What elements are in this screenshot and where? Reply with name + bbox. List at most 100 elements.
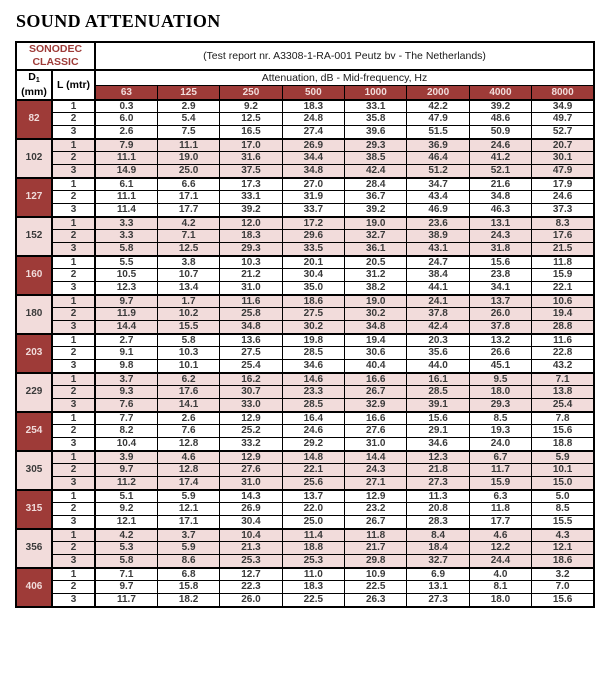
product-name: SONODEC CLASSIC bbox=[15, 41, 96, 71]
d1-column-header: D1 (mm) bbox=[15, 69, 53, 101]
attenuation-cell-63hz: 2.7 bbox=[94, 333, 158, 348]
attenuation-cell-1000hz: 24.3 bbox=[343, 463, 408, 478]
attenuation-cell-4000hz: 4.6 bbox=[468, 528, 533, 543]
attenuation-cell-1000hz: 35.8 bbox=[343, 112, 408, 127]
diameter-group-229: 229 1 3.7 6.2 16.2 14.6 16.6 16.1 9.5 7.1 2 9.3 17.6… bbox=[15, 372, 595, 413]
attenuation-cell-2000hz: 35.6 bbox=[406, 346, 470, 361]
length-value: 2 bbox=[51, 229, 96, 244]
length-value: 1 bbox=[51, 450, 96, 465]
length-value: 2 bbox=[51, 502, 96, 517]
attenuation-cell-250hz: 26.9 bbox=[219, 502, 283, 517]
length-value: 1 bbox=[51, 528, 96, 543]
attenuation-cell-500hz: 19.8 bbox=[281, 333, 346, 348]
attenuation-cell-4000hz: 46.3 bbox=[468, 203, 533, 218]
attenuation-cell-63hz: 11.2 bbox=[94, 476, 158, 491]
diameter-group-82: 82 1 0.3 2.9 9.2 18.3 33.1 42.2 39.2 34.9 2 6.0 5.4 1… bbox=[15, 99, 595, 140]
length-value: 1 bbox=[51, 372, 96, 387]
data-row: 315 1 5.1 5.9 14.3 13.7 12.9 11.3 6.3 5.0 bbox=[15, 489, 595, 530]
attenuation-cell-2000hz: 13.1 bbox=[406, 580, 470, 595]
attenuation-cell-8000hz: 8.5 bbox=[531, 502, 595, 517]
length-value: 3 bbox=[51, 398, 96, 413]
attenuation-cell-8000hz: 13.8 bbox=[531, 385, 595, 400]
attenuation-cell-4000hz: 23.8 bbox=[468, 268, 533, 283]
attenuation-cell-4000hz: 6.3 bbox=[468, 489, 533, 504]
attenuation-cell-125hz: 6.8 bbox=[156, 567, 221, 582]
attenuation-cell-2000hz: 38.9 bbox=[406, 229, 470, 244]
attenuation-cell-125hz: 6.2 bbox=[156, 372, 221, 387]
data-row: 3 11.4 17.7 39.2 33.7 39.2 46.9 46.3 37.3 bbox=[16, 203, 595, 218]
length-value: 1 bbox=[51, 99, 96, 114]
attenuation-cell-500hz: 33.7 bbox=[281, 203, 346, 218]
attenuation-cell-250hz: 10.4 bbox=[219, 528, 283, 543]
attenuation-cell-1000hz: 10.9 bbox=[343, 567, 408, 582]
attenuation-cell-8000hz: 17.9 bbox=[531, 177, 595, 192]
attenuation-cell-63hz: 11.1 bbox=[94, 151, 158, 166]
attenuation-cell-8000hz: 43.2 bbox=[531, 359, 595, 374]
attenuation-cell-63hz: 14.4 bbox=[94, 320, 158, 335]
length-value: 3 bbox=[51, 281, 96, 296]
attenuation-cell-500hz: 18.3 bbox=[281, 99, 346, 114]
attenuation-cell-63hz: 11.9 bbox=[94, 307, 158, 322]
attenuation-cell-125hz: 14.1 bbox=[156, 398, 221, 413]
attenuation-cell-4000hz: 24.3 bbox=[468, 229, 533, 244]
attenuation-cell-2000hz: 27.3 bbox=[406, 476, 470, 491]
attenuation-cell-500hz: 16.4 bbox=[281, 411, 346, 426]
attenuation-cell-63hz: 2.6 bbox=[94, 125, 158, 140]
length-value: 3 bbox=[51, 203, 96, 218]
attenuation-cell-1000hz: 26.7 bbox=[343, 515, 408, 530]
data-row: 3 5.8 12.5 29.3 33.5 36.1 43.1 31.8 21.5 bbox=[16, 242, 595, 257]
attenuation-cell-4000hz: 13.7 bbox=[468, 294, 533, 309]
attenuation-cell-500hz: 22.0 bbox=[281, 502, 346, 517]
attenuation-cell-500hz: 29.2 bbox=[281, 437, 346, 452]
data-row: 102 1 7.9 11.1 17.0 26.9 29.3 36.9 24.6 20.7 bbox=[15, 138, 595, 179]
attenuation-cell-63hz: 6.1 bbox=[94, 177, 158, 192]
attenuation-cell-8000hz: 10.6 bbox=[531, 294, 595, 309]
attenuation-cell-1000hz: 42.4 bbox=[343, 164, 408, 179]
attenuation-cell-1000hz: 40.4 bbox=[343, 359, 408, 374]
attenuation-cell-125hz: 12.8 bbox=[156, 463, 221, 478]
length-value: 2 bbox=[51, 424, 96, 439]
attenuation-cell-125hz: 18.2 bbox=[156, 593, 221, 608]
attenuation-cell-125hz: 8.6 bbox=[156, 554, 221, 569]
length-value: 2 bbox=[51, 580, 96, 595]
attenuation-cell-63hz: 11.7 bbox=[94, 593, 158, 608]
attenuation-cell-500hz: 18.6 bbox=[281, 294, 346, 309]
attenuation-cell-1000hz: 20.5 bbox=[343, 255, 408, 270]
attenuation-cell-500hz: 34.8 bbox=[281, 164, 346, 179]
attenuation-cell-4000hz: 24.4 bbox=[468, 554, 533, 569]
data-row: 356 1 4.2 3.7 10.4 11.4 11.8 8.4 4.6 4.3 bbox=[15, 528, 595, 569]
data-row: 3 9.8 10.1 25.4 34.6 40.4 44.0 45.1 43.2 bbox=[16, 359, 595, 374]
attenuation-cell-125hz: 17.6 bbox=[156, 385, 221, 400]
data-row: 180 1 9.7 1.7 11.6 18.6 19.0 24.1 13.7 10.6 bbox=[15, 294, 595, 335]
d1-symbol: D bbox=[28, 71, 36, 83]
attenuation-cell-500hz: 25.6 bbox=[281, 476, 346, 491]
attenuation-cell-63hz: 9.8 bbox=[94, 359, 158, 374]
length-value: 2 bbox=[51, 307, 96, 322]
diameter-group-180: 180 1 9.7 1.7 11.6 18.6 19.0 24.1 13.7 10.6 2 11.9 1… bbox=[15, 294, 595, 335]
d1-value: 203 bbox=[15, 333, 53, 374]
d1-subscript: 1 bbox=[35, 77, 40, 84]
attenuation-cell-4000hz: 11.7 bbox=[468, 463, 533, 478]
frequency-header-125: 125 bbox=[156, 84, 221, 101]
length-value: 2 bbox=[51, 346, 96, 361]
attenuation-cell-4000hz: 12.2 bbox=[468, 541, 533, 556]
attenuation-cell-8000hz: 18.8 bbox=[531, 437, 595, 452]
attenuation-cell-63hz: 10.5 bbox=[94, 268, 158, 283]
attenuation-cell-2000hz: 8.4 bbox=[406, 528, 470, 543]
data-row: 3 12.3 13.4 31.0 35.0 38.2 44.1 34.1 22.1 bbox=[16, 281, 595, 296]
attenuation-cell-250hz: 12.9 bbox=[219, 411, 283, 426]
attenuation-cell-500hz: 33.5 bbox=[281, 242, 346, 257]
data-row: 2 6.0 5.4 12.5 24.8 35.8 47.9 48.6 49.7 bbox=[16, 112, 595, 127]
attenuation-cell-63hz: 9.7 bbox=[94, 294, 158, 309]
attenuation-cell-2000hz: 15.6 bbox=[406, 411, 470, 426]
attenuation-cell-125hz: 17.4 bbox=[156, 476, 221, 491]
attenuation-cell-4000hz: 45.1 bbox=[468, 359, 533, 374]
attenuation-cell-8000hz: 21.5 bbox=[531, 242, 595, 257]
attenuation-cell-8000hz: 8.3 bbox=[531, 216, 595, 231]
attenuation-cell-250hz: 21.3 bbox=[219, 541, 283, 556]
frequency-header-1000: 1000 bbox=[343, 84, 408, 101]
attenuation-cell-1000hz: 31.2 bbox=[343, 268, 408, 283]
d1-value: 356 bbox=[15, 528, 53, 569]
attenuation-cell-63hz: 0.3 bbox=[94, 99, 158, 114]
attenuation-cell-8000hz: 47.9 bbox=[531, 164, 595, 179]
